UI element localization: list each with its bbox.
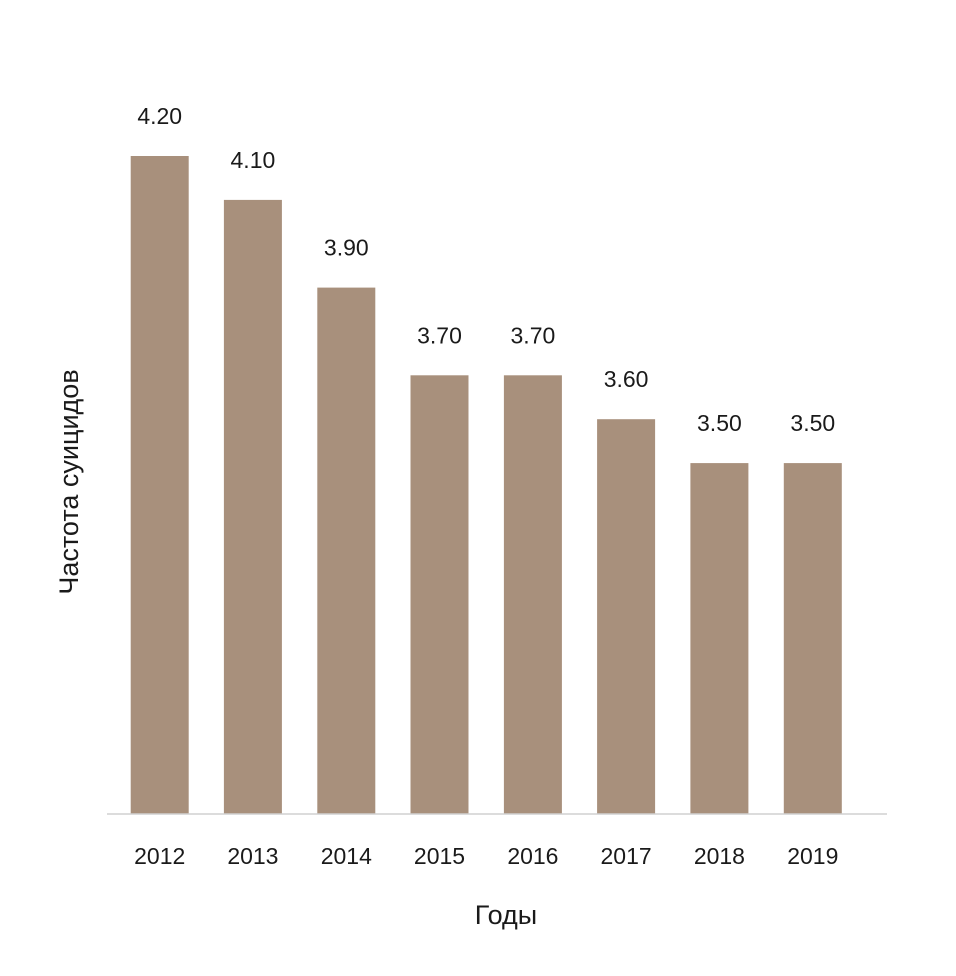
bar-2016 [503, 375, 562, 814]
bar-2018 [690, 463, 749, 814]
bar-2017 [597, 419, 656, 814]
bar-2012 [130, 156, 189, 814]
data-labels-group: 4.20 4.10 3.90 3.70 3.70 3.60 3.50 3.50 [137, 103, 835, 436]
bar-2014 [317, 287, 376, 815]
x-tick-labels-group: 2012 2013 2014 2015 2016 2017 2018 2019 [134, 843, 838, 869]
x-tick-label-2016: 2016 [507, 843, 558, 869]
x-tick-label-2019: 2019 [787, 843, 838, 869]
y-axis-title: Частота суицидов [54, 369, 84, 594]
x-tick-label-2015: 2015 [414, 843, 465, 869]
bars-group [130, 156, 842, 815]
data-label-2019: 3.50 [790, 410, 835, 436]
x-tick-label-2012: 2012 [134, 843, 185, 869]
bar-2015 [410, 375, 469, 814]
bar-2013 [223, 199, 282, 814]
x-tick-label-2017: 2017 [601, 843, 652, 869]
data-label-2018: 3.50 [697, 410, 742, 436]
data-label-2017: 3.60 [604, 366, 649, 392]
data-label-2014: 3.90 [324, 235, 369, 261]
data-label-2015: 3.70 [417, 322, 462, 348]
x-tick-label-2018: 2018 [694, 843, 745, 869]
data-label-2013: 4.10 [231, 147, 276, 173]
x-tick-label-2014: 2014 [321, 843, 372, 869]
x-tick-label-2013: 2013 [227, 843, 278, 869]
data-label-2012: 4.20 [137, 103, 182, 129]
x-axis-title: Годы [475, 900, 537, 930]
data-label-2016: 3.70 [511, 322, 556, 348]
bar-2019 [783, 463, 842, 814]
